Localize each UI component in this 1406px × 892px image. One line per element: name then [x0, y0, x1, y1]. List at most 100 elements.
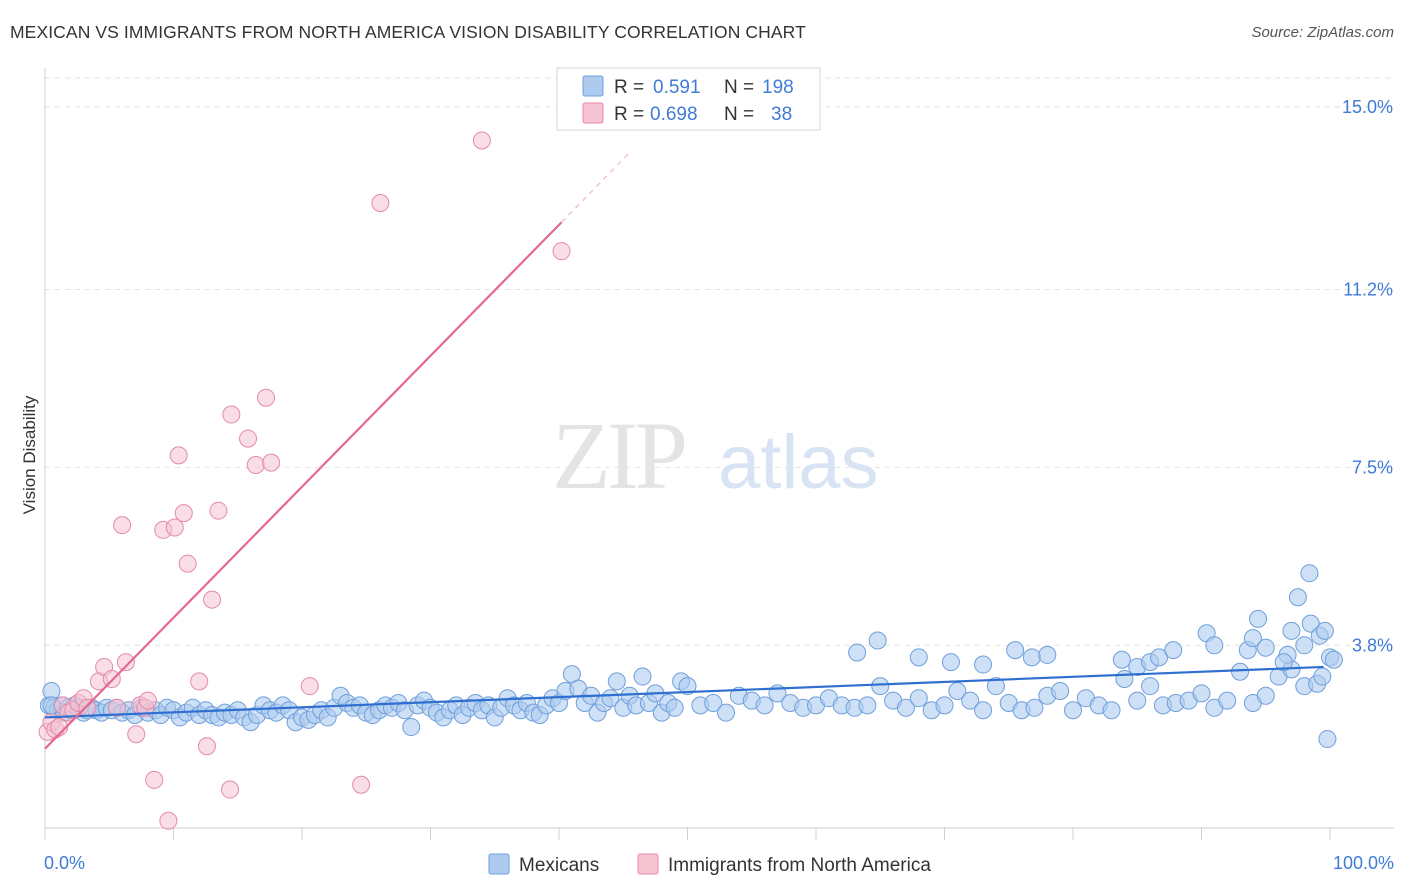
- immigrants-point-25: [178, 554, 197, 573]
- mexicans-point-186: [1300, 564, 1319, 583]
- immigrants-point-29: [209, 501, 228, 520]
- immigrants-point-28: [203, 590, 222, 609]
- mexicans-point-173: [1301, 614, 1320, 633]
- series-immigrants-points: [38, 131, 571, 830]
- mexicans-point-104: [665, 698, 684, 717]
- y-tick-label-1: 7.5%: [1352, 457, 1393, 477]
- mexicans-point-157: [868, 631, 887, 650]
- x-tick-label-left: 0.0%: [44, 853, 85, 873]
- mexicans-point-108: [704, 694, 723, 712]
- immigrants-point-18: [138, 691, 157, 710]
- mexicans-point-185: [1282, 621, 1301, 640]
- mexicans-point-175: [1315, 621, 1334, 640]
- mexicans-point-95: [607, 672, 626, 691]
- mexicans-point-182: [909, 648, 928, 667]
- mexicans-point-139: [1102, 701, 1121, 720]
- legend-label-mexicans: Mexicans: [519, 855, 599, 876]
- mexicans-point-169: [1243, 629, 1262, 648]
- bottom-legend: Mexicans Immigrants from North America: [488, 853, 931, 876]
- immigrants-point-21: [159, 811, 178, 830]
- immigrants-point-19: [145, 770, 164, 789]
- immigrants-point-32: [239, 429, 258, 448]
- y-tick-label-2: 11.2%: [1343, 280, 1393, 300]
- immigrants-point-40: [472, 131, 491, 150]
- immigrants-point-34: [257, 388, 276, 407]
- stats-n-value-1: 198: [762, 77, 794, 98]
- y-tick-label-3: 15.0%: [1342, 97, 1393, 117]
- mexicans-point-158: [1006, 641, 1025, 660]
- mexicans-point-112: [755, 696, 774, 715]
- watermark: ZIP atlas: [552, 402, 879, 509]
- mexicans-point-121: [871, 677, 890, 696]
- immigrants-point-13: [107, 698, 126, 717]
- trend-line-immigrants: [44, 221, 563, 750]
- stats-n-label-2: N =: [724, 104, 754, 125]
- immigrants-point-41: [552, 242, 571, 261]
- mexicans-point-148: [1218, 691, 1237, 710]
- watermark-zip: ZIP: [552, 402, 685, 509]
- stats-r-label-1: R =: [614, 77, 644, 98]
- immigrants-point-14: [116, 653, 135, 672]
- mexicans-point-178: [1274, 653, 1293, 672]
- mexicans-point-109: [717, 703, 736, 722]
- immigrants-point-37: [352, 775, 371, 794]
- mexicans-point-149: [1231, 662, 1250, 681]
- legend-label-immigrants: Immigrants from North America: [668, 855, 931, 876]
- mexicans-point-159: [1022, 648, 1041, 667]
- mexicans-point-123: [896, 698, 915, 717]
- mexicans-point-161: [1112, 650, 1131, 669]
- y-axis-label: Vision Disability: [20, 395, 39, 514]
- immigrants-point-15: [127, 725, 146, 744]
- immigrants-point-27: [197, 737, 216, 756]
- immigrants-point-26: [190, 672, 209, 691]
- immigrants-point-24: [174, 504, 193, 523]
- stats-legend-swatch-mexicans: [582, 75, 604, 97]
- mexicans-point-129: [974, 701, 993, 720]
- mexicans-point-165: [1164, 641, 1183, 660]
- trend-line-immigrants-extension: [561, 152, 631, 223]
- mexicans-point-151: [1256, 686, 1275, 705]
- mexicans-point-156: [848, 643, 867, 662]
- stats-n-value-2: 38: [771, 104, 792, 125]
- watermark-atlas: atlas: [718, 420, 879, 505]
- mexicans-point-177: [1249, 609, 1268, 628]
- immigrants-point-33: [246, 456, 265, 475]
- mexicans-point-126: [935, 696, 954, 715]
- mexicans-point-141: [1128, 691, 1147, 710]
- stats-r-value-2: 0.698: [650, 104, 698, 125]
- immigrants-point-36: [300, 677, 319, 696]
- mexicans-point-106: [678, 677, 697, 696]
- source-credit: Source: ZipAtlas.com: [1251, 24, 1394, 41]
- y-tick-labels: 3.8% 7.5% 11.2% 15.0%: [1342, 97, 1393, 655]
- grid-lines: [45, 77, 1394, 646]
- mexicans-point-179: [1313, 667, 1332, 686]
- mexicans-point-184: [974, 655, 993, 674]
- mexicans-point-130: [986, 677, 1005, 696]
- mexicans-point-63: [402, 718, 421, 737]
- immigrants-point-31: [222, 405, 241, 424]
- immigrants-point-9: [78, 698, 97, 717]
- mexicans-point-128: [961, 691, 980, 710]
- stats-n-label-1: N =: [724, 77, 754, 98]
- stats-legend-swatch-immigrants: [582, 102, 604, 124]
- mexicans-point-180: [1318, 730, 1337, 749]
- mexicans-point-136: [1064, 701, 1082, 720]
- mexicans-point-164: [1150, 648, 1169, 667]
- mexicans-point-187: [1288, 588, 1307, 607]
- series-mexicans-points: [39, 564, 1343, 749]
- immigrants-point-23: [169, 446, 188, 465]
- mexicans-point-181: [1324, 650, 1343, 669]
- mexicans-point-146: [1192, 684, 1211, 703]
- trend-lines: [44, 152, 1324, 750]
- immigrants-point-22: [165, 518, 184, 537]
- immigrants-point-35: [262, 453, 281, 472]
- chart-title: MEXICAN VS IMMIGRANTS FROM NORTH AMERICA…: [10, 22, 806, 42]
- legend-swatch-mexicans: [488, 853, 510, 875]
- mexicans-point-120: [858, 696, 877, 715]
- mexicans-point-99: [633, 667, 652, 686]
- stats-r-value-1: 0.591: [653, 77, 701, 98]
- mexicans-point-160: [1038, 645, 1057, 664]
- x-tick-label-right: 100.0%: [1333, 853, 1394, 873]
- stats-r-label-2: R =: [614, 104, 644, 125]
